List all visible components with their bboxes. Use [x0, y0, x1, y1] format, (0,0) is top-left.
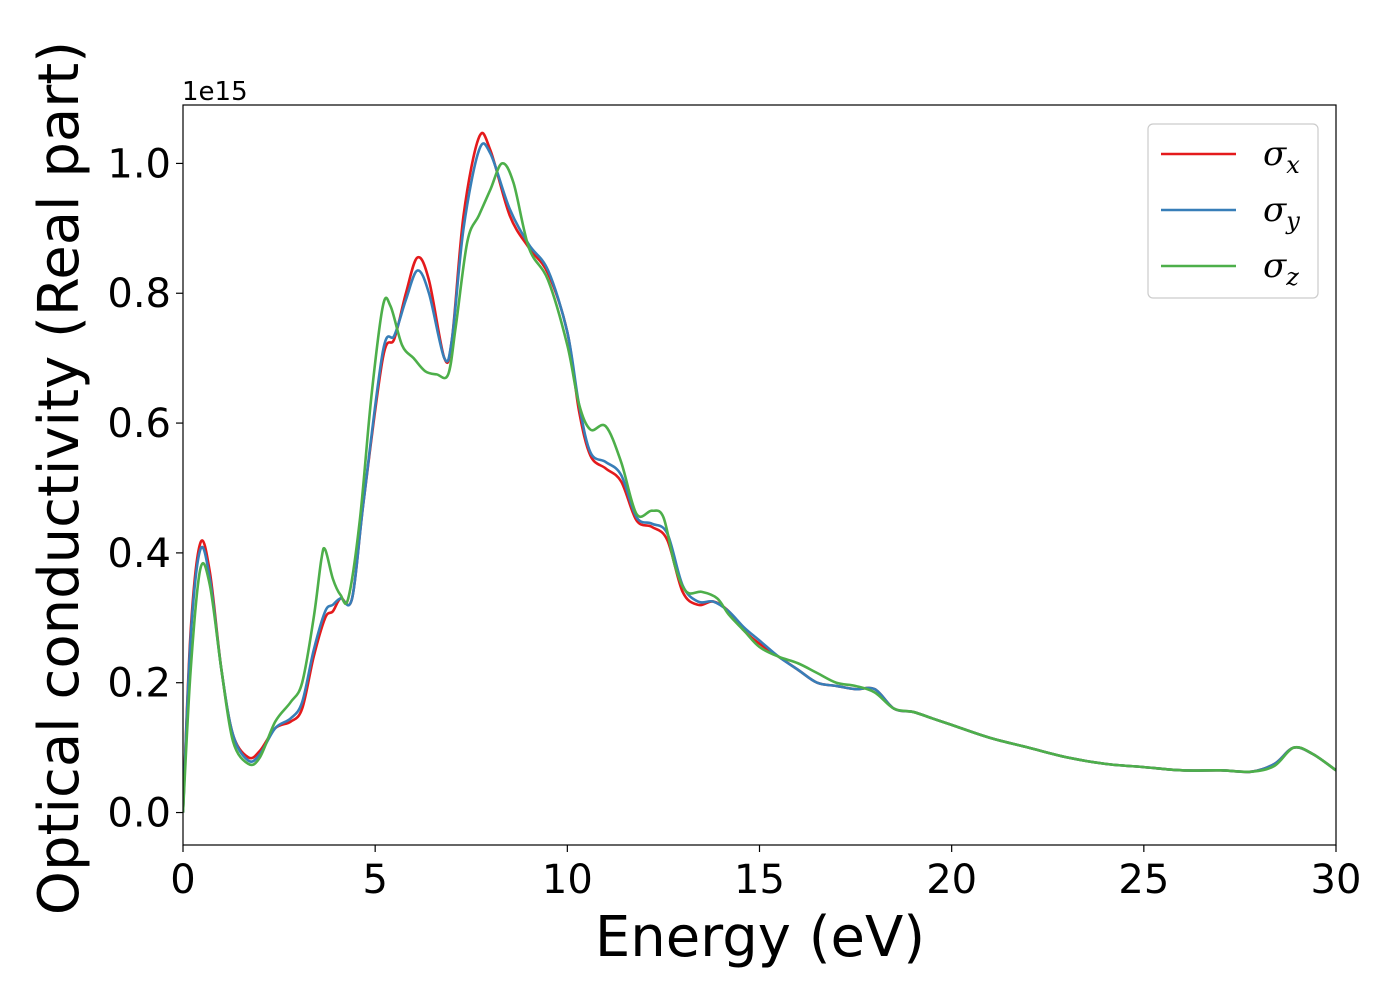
series-layer	[183, 131, 1336, 813]
legend-label-subscript: x	[1286, 151, 1300, 179]
legend-label-x: σx	[1263, 134, 1300, 179]
x-tick-label: 0	[170, 857, 195, 903]
x-tick-label: 20	[926, 857, 977, 903]
legend-label-main: σ	[1263, 190, 1287, 230]
y-tick-label: 0.4	[107, 531, 171, 577]
x-axis-label: Energy (eV)	[595, 905, 925, 970]
series-line-z	[183, 162, 1336, 813]
y-tick-label: 1.0	[107, 141, 171, 187]
x-tick-label: 10	[542, 857, 593, 903]
y-axis-label: Optical conductivity (Real part)	[27, 41, 92, 915]
y-axis: 0.0 0.2 0.4 0.6 0.8 1.0	[107, 141, 183, 837]
legend-label-main: σ	[1263, 246, 1287, 286]
legend-label-z: σz	[1263, 246, 1299, 291]
x-tick-label: 15	[734, 857, 785, 903]
x-axis: 0 5 10 15 20 25 30	[170, 845, 1361, 903]
y-offset-label: 1e15	[182, 77, 248, 107]
x-tick-label: 25	[1118, 857, 1169, 903]
x-tick-label: 30	[1311, 857, 1362, 903]
legend-label-y: σy	[1263, 190, 1300, 235]
x-tick-label: 5	[362, 857, 387, 903]
y-tick-label: 0.2	[107, 661, 171, 707]
legend-label-main: σ	[1263, 134, 1287, 174]
y-tick-label: 0.6	[107, 401, 171, 447]
legend-label-subscript: z	[1285, 263, 1299, 291]
y-tick-label: 0.8	[107, 271, 171, 317]
y-tick-label: 0.0	[107, 791, 171, 837]
legend-label-subscript: y	[1285, 207, 1300, 235]
